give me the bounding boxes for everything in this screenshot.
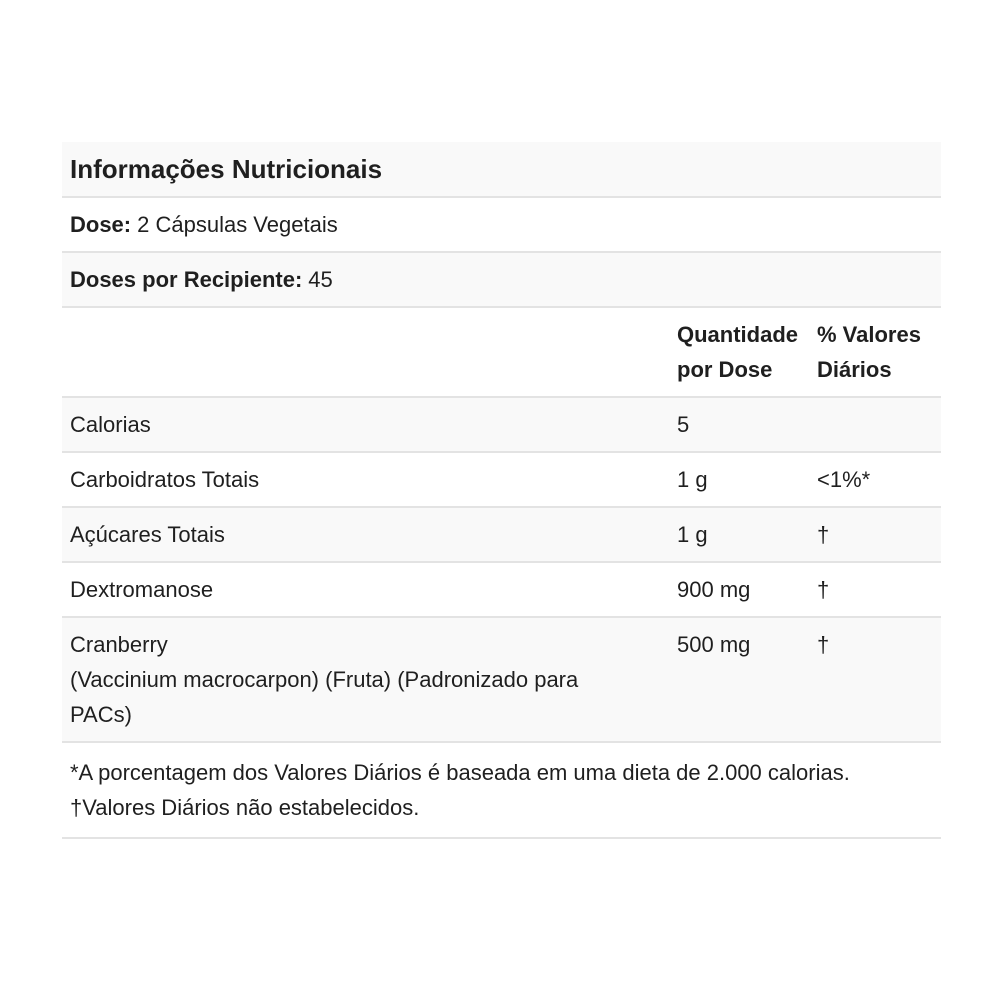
nutrient-row-dextromanose: Dextromanose 900 mg † [62, 563, 941, 618]
nutrient-name: Carboidratos Totais [70, 467, 260, 492]
nutrient-daily-value: † [817, 632, 830, 657]
nutrient-daily-value: † [817, 522, 830, 547]
nutrient-name-block: Cranberry (Vaccinium macrocarpon) (Fruta… [70, 627, 677, 732]
nutrition-facts-panel: Informações Nutricionais Dose: 2 Cápsulas… [62, 142, 941, 839]
nutrient-amount: 1 g [677, 467, 708, 492]
nutrient-row-cranberry: Cranberry (Vaccinium macrocarpon) (Fruta… [62, 618, 941, 743]
serving-size-label: Dose: [70, 212, 132, 237]
nutrient-name: Açúcares Totais [70, 522, 225, 547]
nutrient-row-carboidratos: Carboidratos Totais 1 g <1%* [62, 453, 941, 508]
nutrient-daily-value: <1%* [817, 467, 871, 492]
serving-size-value: 2 Cápsulas Vegetais [137, 212, 338, 237]
panel-title: Informações Nutricionais [62, 142, 941, 198]
not-established-footnote: †Valores Diários não estabelecidos. [70, 795, 420, 820]
servings-per-container-label: Doses por Recipiente: [70, 267, 303, 292]
amount-column-header: Quantidade por Dose [677, 322, 799, 382]
nutrient-amount: 5 [677, 412, 690, 437]
nutrient-amount: 1 g [677, 522, 708, 547]
nutrient-name: Dextromanose [70, 577, 214, 602]
nutrient-amount: 900 mg [677, 577, 751, 602]
nutrient-amount: 500 mg [677, 632, 751, 657]
nutrient-daily-value: † [817, 577, 830, 602]
nutrient-row-calorias: Calorias 5 [62, 398, 941, 453]
serving-size-row: Dose: 2 Cápsulas Vegetais [62, 198, 941, 253]
nutrient-name: Cranberry [70, 632, 168, 657]
nutrient-row-acucares: Açúcares Totais 1 g † [62, 508, 941, 563]
footnotes-row: *A porcentagem dos Valores Diários é bas… [62, 743, 941, 839]
daily-value-footnote: *A porcentagem dos Valores Diários é bas… [70, 760, 850, 785]
daily-value-column-header: % Valores Diários [817, 322, 921, 382]
nutrient-detail: (Vaccinium macrocarpon) (Fruta) (Padroni… [70, 667, 579, 727]
column-header-row: Quantidade por Dose % Valores Diários [62, 308, 941, 398]
nutrient-name: Calorias [70, 412, 151, 437]
servings-per-container-value: 45 [308, 267, 333, 292]
servings-per-container-row: Doses por Recipiente: 45 [62, 253, 941, 308]
